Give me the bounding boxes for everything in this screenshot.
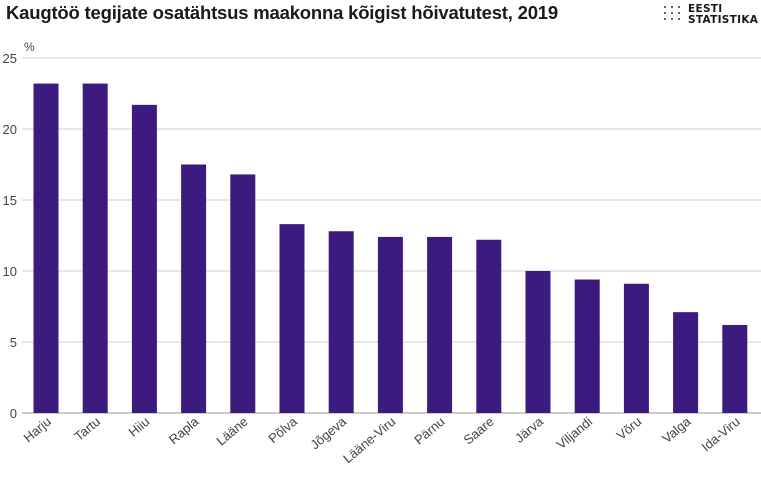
- x-tick-label: Viljandi: [554, 414, 596, 452]
- bar: [181, 164, 207, 413]
- x-axis-labels: Harju Tartu Hiiu Rapla Lääne Põlva JõgevaLääne…: [20, 413, 742, 466]
- x-tick-label: Lääne-Viru: [340, 414, 398, 466]
- y-tick-label: 10: [3, 264, 17, 279]
- logo-dots-icon: [664, 6, 681, 20]
- y-tick-label: 20: [3, 122, 17, 137]
- bar: [82, 83, 108, 413]
- x-tick-label: Lääne: [213, 414, 250, 449]
- bar: [131, 104, 157, 414]
- x-tick-label: Rapla: [166, 413, 202, 447]
- bar: [623, 283, 649, 413]
- x-tick-label: Valga: [659, 413, 694, 446]
- logo-text: EESTI STATISTIKA: [688, 4, 758, 26]
- x-tick-label: Hiiu: [126, 414, 153, 440]
- bar: [377, 236, 403, 413]
- x-tick-label: Pärnu: [411, 414, 447, 448]
- bar: [673, 312, 699, 413]
- bar: [33, 83, 59, 413]
- y-tick-label: 25: [3, 51, 17, 66]
- bar: [574, 279, 600, 413]
- bar: [476, 239, 502, 413]
- bars: [33, 83, 748, 414]
- bar: [230, 174, 256, 413]
- logo-line1: EESTI: [688, 3, 723, 15]
- eesti-statistika-logo: EESTI STATISTIKA: [664, 4, 758, 26]
- x-tick-label: Tartu: [71, 414, 103, 444]
- bar: [525, 271, 551, 413]
- logo-line2: STATISTIKA: [688, 14, 759, 26]
- y-tick-label: 5: [10, 335, 17, 350]
- y-tick-label: 15: [3, 193, 17, 208]
- x-tick-label: Järva: [512, 413, 547, 445]
- y-axis-ticks: 0 5 10 15 20 25: [3, 51, 17, 421]
- bar: [427, 236, 453, 413]
- x-tick-label: Jõgeva: [307, 413, 349, 452]
- y-axis-unit: %: [24, 40, 35, 54]
- x-tick-label: Saare: [461, 414, 497, 448]
- chart-title: Kaugtöö tegijate osatähtsus maakonna kõi…: [6, 2, 558, 23]
- bar: [279, 224, 305, 413]
- x-tick-label: Harju: [20, 414, 53, 445]
- bar: [722, 324, 748, 413]
- bar: [328, 231, 354, 413]
- x-tick-label: Põlva: [265, 413, 300, 446]
- y-tick-label: 0: [10, 406, 17, 421]
- x-tick-label: Võru: [614, 414, 645, 443]
- x-tick-label: Ida-Viru: [698, 414, 742, 455]
